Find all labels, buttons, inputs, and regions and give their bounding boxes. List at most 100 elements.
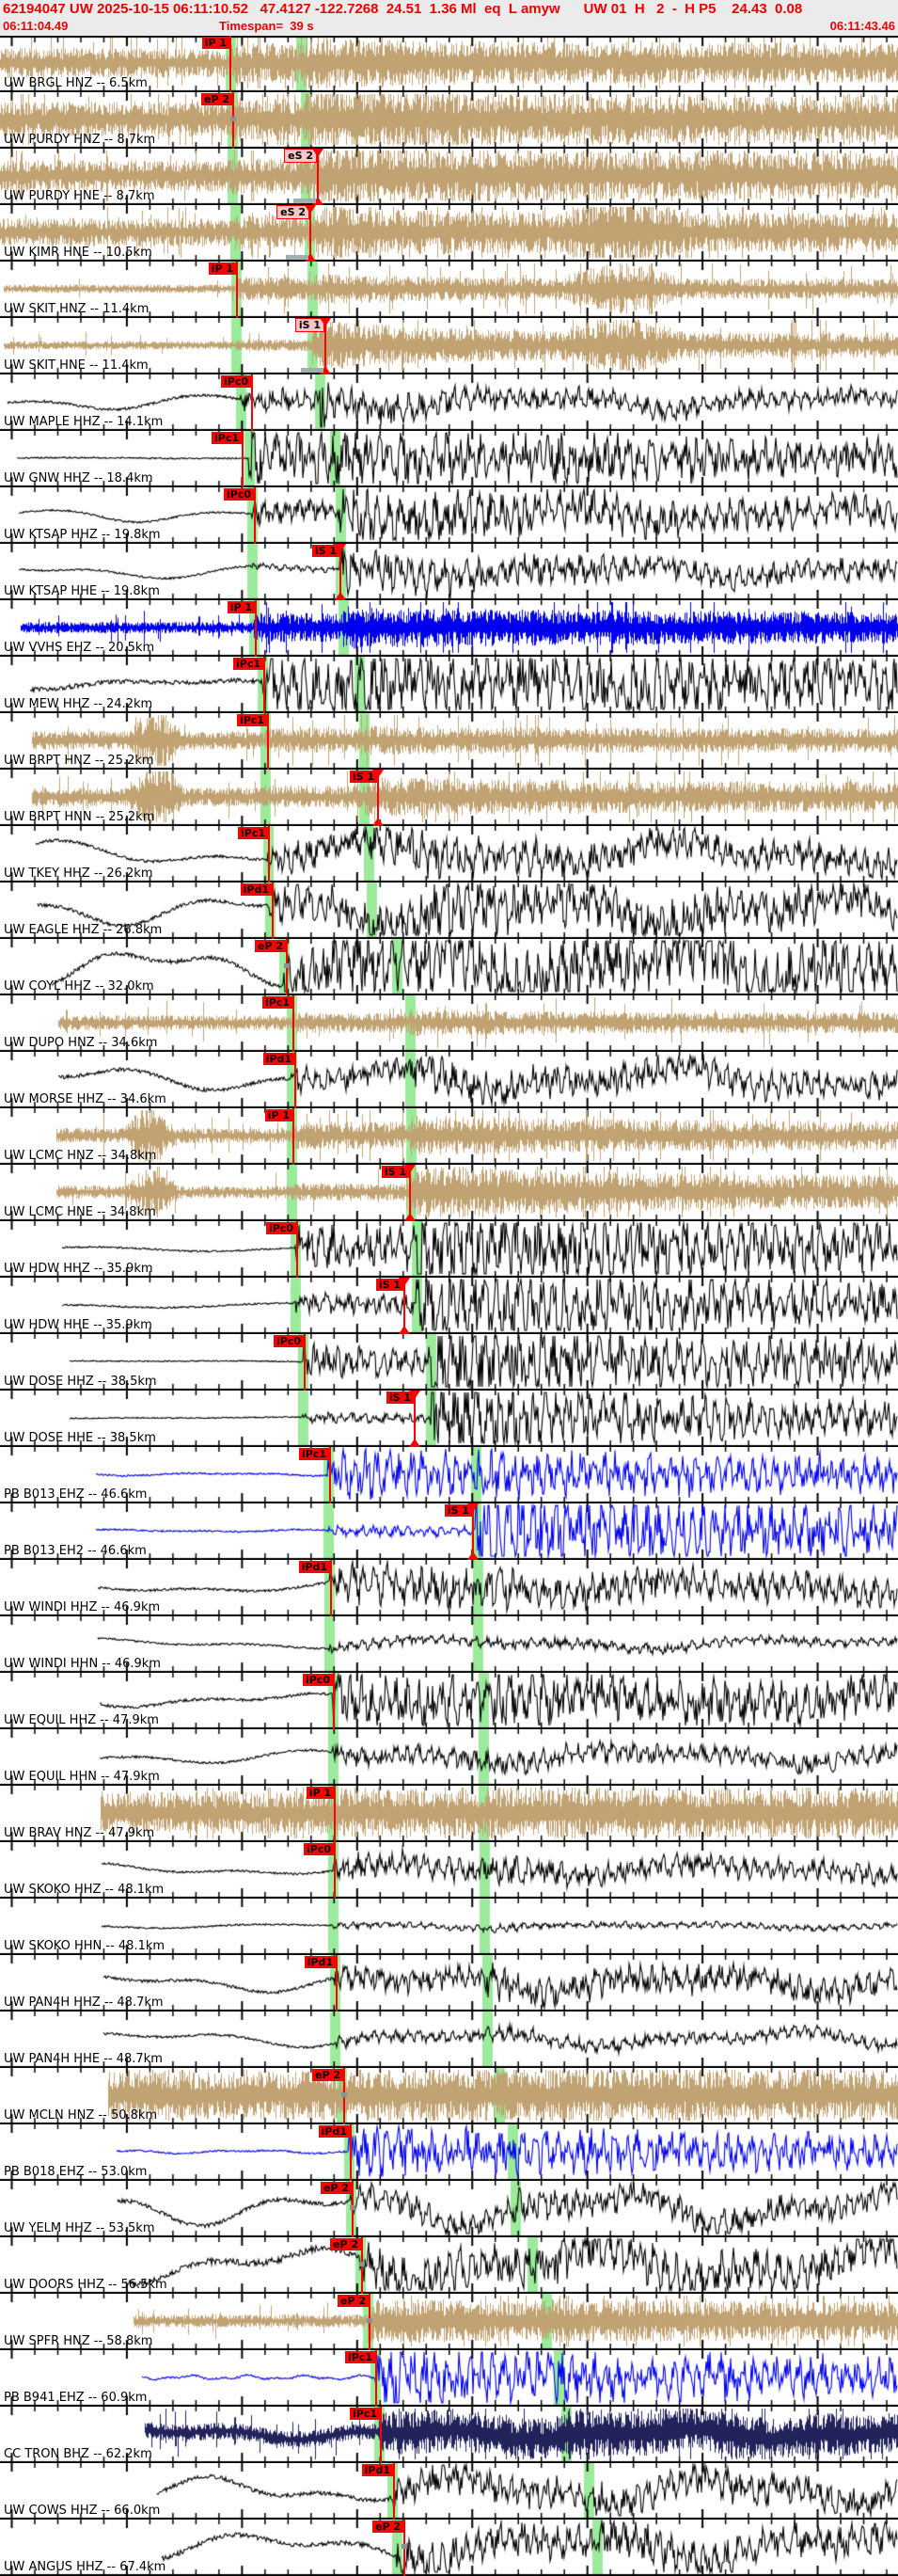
trace-row-PB-B013-EHZ[interactable]: PB B013 EHZ -- 46.6km iPc1: [0, 1447, 898, 1503]
pick-label[interactable]: iPc0: [223, 488, 254, 501]
pick-label[interactable]: iP 1: [201, 37, 229, 49]
pick-label[interactable]: iPd1: [262, 1053, 294, 1065]
trace-row-UW-COYL-HHZ[interactable]: UW COYL HHZ -- 32.0km eP 2: [0, 939, 898, 995]
pick-label[interactable]: iP 1: [227, 601, 255, 613]
trace-row-UW-YELM-HHZ[interactable]: UW YELM HHZ -- 53.5km eP 2: [0, 2181, 898, 2237]
pick-line[interactable]: [263, 657, 265, 713]
pick-label[interactable]: iPc1: [237, 827, 268, 839]
trace-row-UW-LCMC-HNE[interactable]: UW LCMC HNE -- 34.8km iS 1: [0, 1165, 898, 1221]
pick-label[interactable]: iPc0: [303, 1843, 334, 1855]
pick-label[interactable]: eP 2: [254, 940, 286, 952]
trace-row-UW-LCMC-HNZ[interactable]: UW LCMC HNZ -- 34.8km iP 1: [0, 1108, 898, 1165]
pick-label[interactable]: iPc0: [302, 1674, 333, 1686]
trace-row-UW-EAGLE-HHZ[interactable]: UW EAGLE HHZ -- 26.8km iPd1: [0, 883, 898, 939]
pick-label[interactable]: iPc1: [349, 2408, 380, 2420]
trace-row-UW-KIMR-HNE[interactable]: UW KIMR HNE -- 10.5km eS 2: [0, 205, 898, 262]
trace-row-UW-DUPO-HNZ[interactable]: UW DUPO HNZ -- 34.6km iPc1: [0, 995, 898, 1052]
trace-row-UW-WINDI-HHN[interactable]: UW WINDI HHN -- 46.9km: [0, 1616, 898, 1673]
trace-row-UW-HDW-HHZ[interactable]: UW HDW HHZ -- 35.9km iPc0: [0, 1221, 898, 1278]
trace-row-UW-MEW-HHZ[interactable]: UW MEW HHZ -- 24.2km iPc1: [0, 657, 898, 713]
pick-label[interactable]: iPd1: [361, 2464, 393, 2476]
trace-row-UW-PURDY-HNE[interactable]: UW PURDY HNE -- 8.7km eS 2: [0, 149, 898, 205]
pick-line[interactable]: [254, 487, 256, 544]
pick-label[interactable]: iPc0: [220, 375, 251, 388]
pick-line[interactable]: [330, 1560, 332, 1616]
pick-line[interactable]: [339, 544, 341, 600]
trace-row-UW-MCLN-HNZ[interactable]: UW MCLN HNZ -- 50.8km eP 2: [0, 2068, 898, 2124]
pick-label[interactable]: eS 2: [284, 149, 317, 163]
trace-row-UW-MORSE-HHZ[interactable]: UW MORSE HHZ -- 34.6km iPd1: [0, 1052, 898, 1108]
pick-label[interactable]: iPc1: [298, 1448, 329, 1460]
pick-line[interactable]: [334, 1842, 336, 1899]
pick-line[interactable]: [334, 1786, 336, 1842]
pick-label[interactable]: iPc0: [265, 1222, 296, 1234]
trace-row-UW-SKIT-HNZ[interactable]: UW SKIT HNZ -- 11.4km iP 1: [0, 262, 898, 318]
trace-row-UW-PURDY-HNZ[interactable]: UW PURDY HNZ -- 8.7km eP 2: [0, 92, 898, 149]
pick-line[interactable]: [242, 431, 244, 487]
pick-label[interactable]: eS 2: [276, 205, 309, 219]
trace-row-UW-KTSAP-HHE[interactable]: UW KTSAP HHE -- 19.8km iS 1: [0, 544, 898, 600]
trace-row-UW-SPFR-HNZ[interactable]: UW SPFR HNZ -- 58.8km eP 2: [0, 2294, 898, 2350]
trace-row-PB-B018-EHZ[interactable]: PB B018 EHZ -- 53.0km iPd1: [0, 2124, 898, 2181]
trace-row-UW-COWS-HHZ[interactable]: UW COWS HHZ -- 66.0km iPd1: [0, 2463, 898, 2520]
pick-line[interactable]: [409, 1165, 411, 1221]
pick-label[interactable]: iPd1: [318, 2125, 350, 2138]
trace-row-UW-VVHS-EHZ[interactable]: UW VVHS EHZ -- 20.5km iP 1: [0, 600, 898, 657]
pick-label[interactable]: iPc1: [261, 996, 292, 1009]
trace-row-UW-PAN4H-HHZ[interactable]: UW PAN4H HHZ -- 48.7km iPd1: [0, 1955, 898, 2012]
trace-row-UW-TKEY-HHZ[interactable]: UW TKEY HHZ -- 26.2km iPc1: [0, 826, 898, 883]
pick-label[interactable]: eP 2: [320, 2182, 352, 2194]
pick-line[interactable]: [292, 1108, 294, 1165]
pick-label[interactable]: eP 2: [311, 2069, 343, 2081]
trace-row-UW-HDW-HHE[interactable]: UW HDW HHE -- 35.9km iS 1: [0, 1278, 898, 1334]
trace-row-UW-GNW-HHZ[interactable]: UW GNW HHZ -- 18.4km iPc1: [0, 431, 898, 487]
pick-label[interactable]: eP 2: [200, 93, 232, 105]
trace-row-UW-DOSE-HHE[interactable]: UW DOSE HHE -- 38.5km iS 1: [0, 1391, 898, 1447]
pick-line[interactable]: [329, 1447, 331, 1503]
pick-line[interactable]: [414, 1391, 416, 1447]
pick-label[interactable]: iS 1: [444, 1504, 472, 1517]
pick-line[interactable]: [350, 2124, 352, 2181]
trace-row-UW-PAN4H-HHE[interactable]: UW PAN4H HHE -- 48.7km: [0, 2012, 898, 2068]
pick-label[interactable]: iPc1: [344, 2351, 375, 2363]
pick-label[interactable]: iPc1: [236, 714, 267, 726]
pick-line[interactable]: [333, 1673, 335, 1729]
trace-row-UW-SKIT-HNE[interactable]: UW SKIT HNE -- 11.4km iS 1: [0, 318, 898, 374]
trace-row-UW-ANGUS-HHZ[interactable]: UW ANGUS HHZ -- 67.4km eP 2: [0, 2520, 898, 2576]
pick-label[interactable]: iP 1: [264, 1109, 292, 1121]
trace-row-UW-KTSAP-HHZ[interactable]: UW KTSAP HHZ -- 19.8km iPc0: [0, 487, 898, 544]
trace-row-UW-BRPT-HNZ[interactable]: UW BRPT HNZ -- 25.2km iPc1: [0, 713, 898, 770]
pick-line[interactable]: [267, 713, 269, 770]
pick-line[interactable]: [309, 205, 311, 262]
trace-row-UW-MAPLE-HHZ[interactable]: UW MAPLE HHZ -- 14.1km iPc0: [0, 374, 898, 431]
pick-line[interactable]: [255, 600, 257, 657]
trace-row-UW-SKOKO-HHZ[interactable]: UW SKOKO HHZ -- 48.1km iPc0: [0, 1842, 898, 1899]
pick-line[interactable]: [292, 995, 294, 1052]
trace-row-UW-BRGL-HNZ[interactable]: UW BRGL HNZ -- 6.5km iP 1: [0, 36, 898, 92]
pick-label[interactable]: iPd1: [240, 883, 272, 896]
pick-line[interactable]: [268, 826, 270, 883]
trace-row-PB-B941-EHZ[interactable]: PB B941 EHZ -- 60.9km iPc1: [0, 2350, 898, 2407]
trace-row-UW-BRPT-HNN[interactable]: UW BRPT HNN -- 25.2km iS 1: [0, 770, 898, 826]
trace-row-UW-SKOKO-HHN[interactable]: UW SKOKO HHN -- 48.1km: [0, 1899, 898, 1955]
pick-line[interactable]: [324, 318, 326, 374]
pick-label[interactable]: iS 1: [311, 545, 339, 557]
pick-line[interactable]: [304, 1334, 306, 1391]
trace-row-UW-WINDI-HHZ[interactable]: UW WINDI HHZ -- 46.9km iPd1: [0, 1560, 898, 1616]
pick-line[interactable]: [317, 149, 319, 205]
trace-row-PB-B013-EH2[interactable]: PB B013 EH2 -- 46.6km iS 1: [0, 1503, 898, 1560]
pick-label[interactable]: iPd1: [298, 1561, 330, 1573]
pick-label[interactable]: iS 1: [386, 1391, 414, 1404]
pick-label[interactable]: iPc1: [211, 432, 242, 444]
pick-line[interactable]: [375, 2350, 377, 2407]
pick-label[interactable]: iS 1: [375, 1279, 403, 1291]
pick-line[interactable]: [403, 1278, 405, 1334]
pick-line[interactable]: [251, 374, 253, 431]
pick-label[interactable]: iS 1: [381, 1166, 409, 1178]
pick-line[interactable]: [336, 1955, 338, 2012]
trace-row-UW-DOORS-HHZ[interactable]: UW DOORS HHZ -- 56.5km eP 2: [0, 2237, 898, 2294]
pick-line[interactable]: [229, 36, 231, 92]
pick-label[interactable]: eP 2: [371, 2520, 403, 2533]
pick-label[interactable]: iS 1: [349, 771, 377, 783]
trace-row-CC-TRON-BHZ[interactable]: CC TRON BHZ -- 62.2km iPc1: [0, 2407, 898, 2463]
